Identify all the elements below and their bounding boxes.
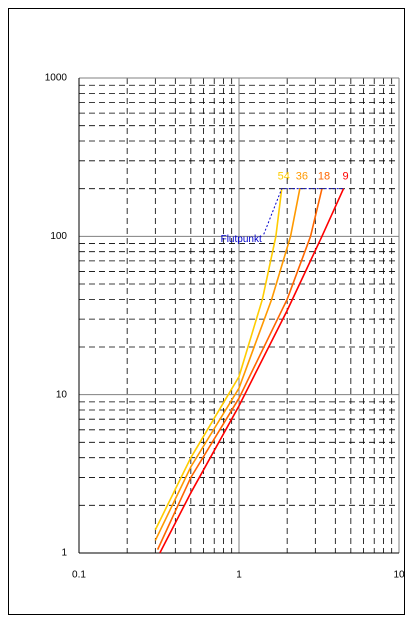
annotation-line [263,188,344,235]
series-line [159,188,345,554]
series-label: 54 [278,171,290,183]
series-label: 9 [342,171,348,183]
y-tick-label: 10 [56,389,68,400]
x-tick-label: 10 [393,570,405,581]
frame [8,8,405,615]
x-tick-label: 1 [236,570,242,581]
x-tick-label: 0.1 [72,570,86,581]
y-tick-label: 1000 [45,73,68,84]
grid [78,77,400,554]
y-tick-label: 100 [50,231,67,242]
series-line [154,188,283,531]
y-tick-label: 1 [61,548,67,559]
series-line [156,188,323,550]
series-line [154,188,301,541]
plot: Flutpunkt [154,188,345,554]
annotation: Flutpunkt [221,234,262,245]
series-label: 18 [318,171,330,183]
series-label: 36 [296,171,308,183]
